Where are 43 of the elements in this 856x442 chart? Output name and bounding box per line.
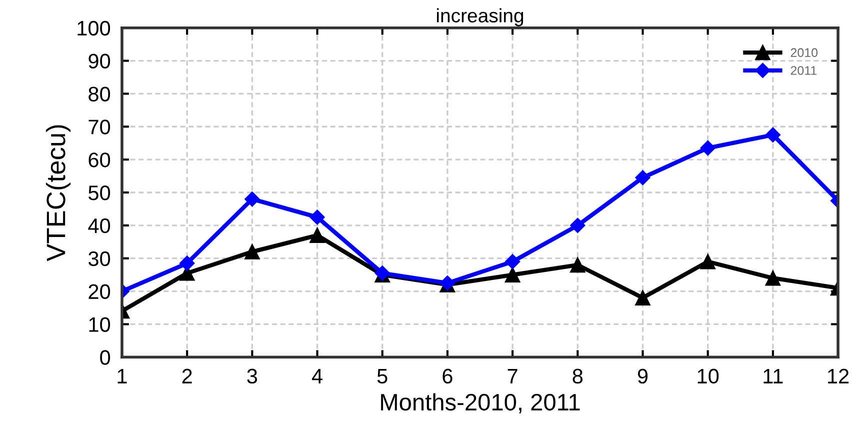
y-tick-label: 90 xyxy=(88,54,110,69)
y-tick-label: 50 xyxy=(88,185,110,200)
x-tick-label: 1 xyxy=(118,369,127,384)
legend-label: 2011 xyxy=(790,66,816,75)
x-tick-label: 8 xyxy=(572,368,583,384)
y-tick-label: 80 xyxy=(88,86,110,102)
y-tick-label: 100 xyxy=(78,20,110,36)
y-axis-title: VTEC(tecu) xyxy=(46,125,71,262)
x-tick-label: 7 xyxy=(508,369,518,384)
x-tick-label: 9 xyxy=(638,368,648,384)
x-tick-label: 12 xyxy=(828,368,849,384)
point xyxy=(310,228,325,243)
x-tick-label: 3 xyxy=(247,368,258,384)
y-tick-label: 20 xyxy=(88,284,110,300)
y-tick-label: 40 xyxy=(88,218,110,234)
point xyxy=(700,140,716,156)
y-tick-label: 60 xyxy=(88,152,110,168)
point xyxy=(765,127,780,142)
x-tick-label: 4 xyxy=(312,369,322,384)
point xyxy=(570,257,586,273)
y-tick-label: 70 xyxy=(88,120,110,134)
y-tick-label: 0 xyxy=(100,350,110,365)
y-tick-label: 10 xyxy=(89,317,110,332)
point xyxy=(244,244,260,260)
point xyxy=(504,254,520,270)
point xyxy=(180,256,195,271)
point xyxy=(504,267,520,282)
x-tick-label: 11 xyxy=(764,369,783,384)
point xyxy=(635,170,650,186)
point xyxy=(310,210,325,225)
x-tick-label: 10 xyxy=(698,368,719,384)
y-tick-label: 30 xyxy=(88,251,110,266)
point xyxy=(244,192,260,207)
point xyxy=(765,270,781,286)
chart-title: increasing xyxy=(436,8,524,26)
point xyxy=(570,218,586,233)
x-tick-label: 6 xyxy=(442,368,452,384)
legend-label: 2010 xyxy=(790,48,818,58)
point xyxy=(700,254,716,270)
x-tick-label: 2 xyxy=(182,368,192,384)
x-tick-label: 5 xyxy=(377,369,388,384)
x-axis-title: Months-2010, 2011 xyxy=(381,393,580,414)
point xyxy=(635,290,650,306)
